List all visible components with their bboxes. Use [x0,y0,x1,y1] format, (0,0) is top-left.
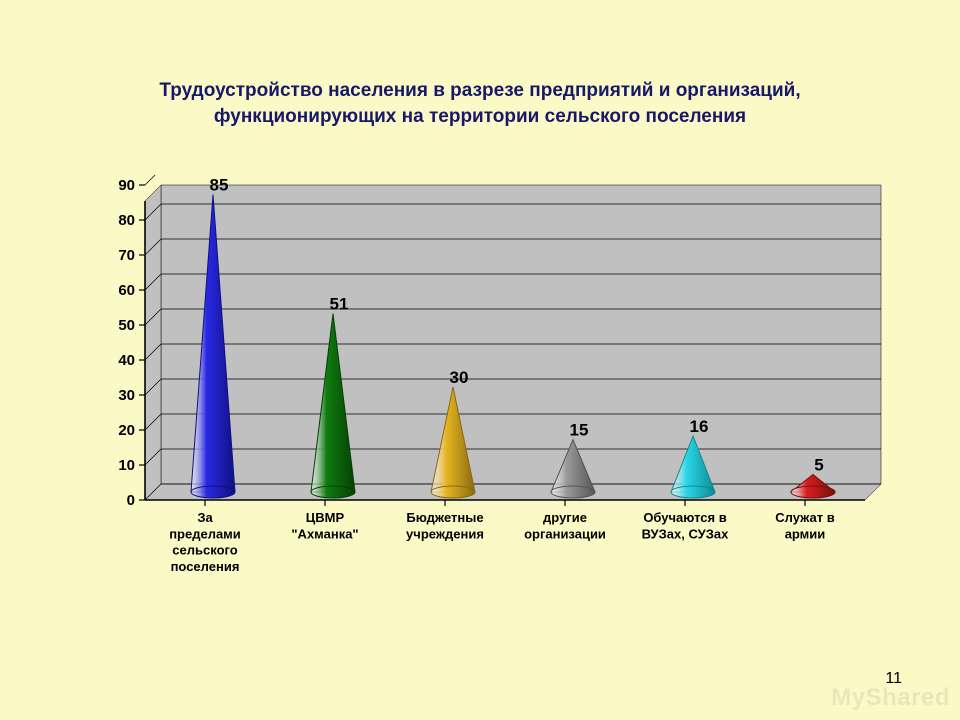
svg-text:80: 80 [118,212,135,229]
slide: Трудоустройство населения в разрезе пред… [0,0,960,720]
svg-text:50: 50 [118,317,135,334]
svg-text:60: 60 [118,282,135,299]
svg-text:другиеорганизации: другиеорганизации [524,510,606,541]
title-line1: Трудоустройство населения в разрезе пред… [0,78,960,104]
svg-text:30: 30 [450,368,469,387]
svg-text:85: 85 [210,176,229,195]
svg-text:Бюджетныеучреждения: Бюджетныеучреждения [406,510,484,541]
svg-text:70: 70 [118,247,135,264]
svg-text:Служат вармии: Служат вармии [775,510,834,541]
svg-text:20: 20 [118,422,135,439]
title-line2: функционирующих на территории сельского … [0,104,960,130]
chart-title: Трудоустройство населения в разрезе пред… [0,78,960,129]
svg-text:10: 10 [118,457,135,474]
svg-text:40: 40 [118,352,135,369]
svg-text:15: 15 [570,421,589,440]
svg-text:ЦВМР"Ахманка": ЦВМР"Ахманка" [291,510,358,541]
cone-chart: 0 10 20 30 40 50 60 70 80 90 85 Запределамисельског… [85,175,885,615]
svg-text:5: 5 [814,456,823,475]
svg-text:Обучаются вВУЗах, СУЗах: Обучаются вВУЗах, СУЗах [642,510,729,541]
svg-text:30: 30 [118,387,135,404]
watermark: MyShared [831,684,950,712]
svg-text:90: 90 [118,177,135,194]
svg-text:Запределамисельскогопоселения: Запределамисельскогопоселения [169,510,241,574]
svg-text:16: 16 [690,417,709,436]
svg-text:0: 0 [127,492,135,509]
svg-text:51: 51 [330,295,349,314]
